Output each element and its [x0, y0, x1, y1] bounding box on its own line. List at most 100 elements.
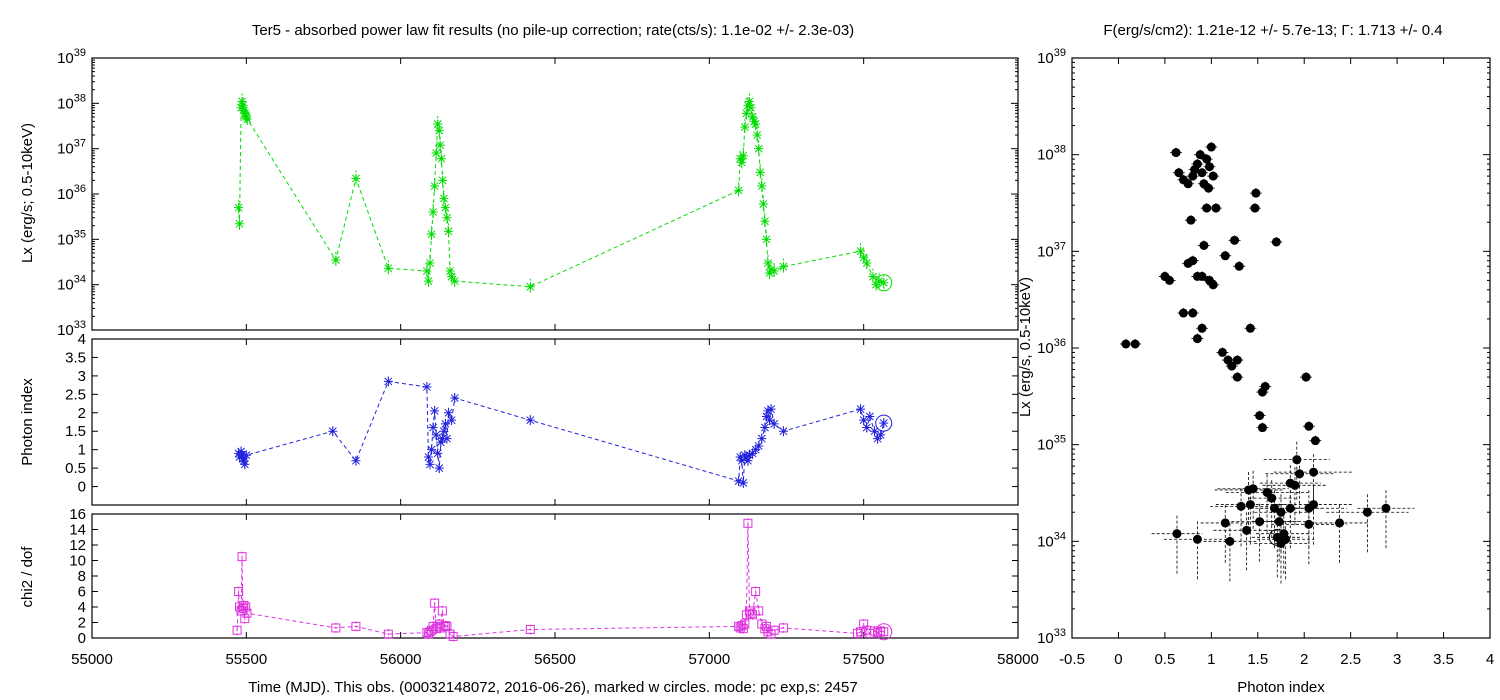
data-point [431, 430, 441, 440]
photon-index-panel-ylabel: Photon index [19, 378, 36, 466]
series-lines [236, 99, 885, 638]
x-tick-label: 2 [1300, 651, 1308, 668]
data-point [1217, 347, 1227, 357]
data-point [865, 411, 875, 421]
data-point [734, 476, 744, 486]
y-tick-label: 1033 [1037, 627, 1066, 647]
data-point [1242, 525, 1252, 535]
data-point [1301, 372, 1311, 382]
data-point [351, 621, 361, 631]
data-point [1255, 411, 1265, 421]
data-point [752, 130, 762, 140]
data-point [1192, 534, 1202, 544]
data-point [746, 103, 756, 113]
data-point [1304, 421, 1314, 431]
x-tick-label: 0 [1114, 651, 1122, 668]
data-point [1192, 334, 1202, 344]
data-point [754, 606, 764, 616]
y-tick-label: 1034 [57, 274, 86, 294]
data-point [232, 625, 242, 635]
data-point [740, 619, 750, 629]
axis-ticks: 55000 55500 56000 56500 57000 57500 5800010331… [57, 47, 1494, 668]
data-point [237, 96, 247, 106]
data-point [235, 219, 245, 229]
data-point [435, 140, 445, 150]
data-point [1206, 142, 1216, 152]
y-tick-label: 1038 [57, 92, 86, 112]
data-point [744, 96, 754, 106]
data-point [760, 216, 770, 226]
x-tick-label: 55500 [225, 651, 267, 668]
lx-panel-ylabel: Lx (erg/s; 0.5-10keV) [19, 123, 36, 263]
current-obs-marker [875, 623, 893, 641]
data-point [1202, 154, 1212, 164]
data-point [241, 110, 251, 120]
data-point [737, 456, 747, 466]
x-tick-label: 1 [1207, 651, 1215, 668]
data-point [1204, 183, 1214, 193]
data-point [1250, 203, 1260, 213]
data-point [856, 404, 866, 414]
y-tick-label: 2.5 [65, 386, 86, 403]
data-point [422, 382, 432, 392]
y-tick-label: 1034 [1037, 530, 1066, 550]
y-tick-label: 2 [78, 405, 86, 422]
data-point [1245, 323, 1255, 333]
data-point [430, 406, 440, 416]
y-tick-label: 14 [69, 522, 86, 539]
data-point [1272, 532, 1282, 542]
photon-index-panel-frame [91, 338, 1019, 506]
y-tick-label: 10 [69, 553, 86, 570]
y-tick-label: 0 [78, 479, 86, 496]
data-point [234, 587, 244, 596]
x-tick-label: 3.5 [1433, 651, 1454, 668]
data-point [859, 415, 869, 425]
data-point [1121, 339, 1131, 349]
data-point [444, 408, 454, 418]
data-point [425, 459, 435, 469]
data-point [862, 423, 872, 433]
data-point [430, 181, 440, 191]
data-point [760, 624, 770, 634]
data-point [1230, 235, 1240, 245]
data-point [1130, 339, 1140, 349]
current-obs-marker [875, 414, 893, 432]
data-point [757, 619, 767, 629]
data-point [1204, 162, 1214, 172]
x-tick-label: 2.5 [1340, 651, 1361, 668]
data-point [757, 434, 767, 444]
data-point [765, 268, 775, 278]
data-point [1285, 503, 1295, 513]
data-point [760, 423, 770, 433]
y-tick-label: 1039 [57, 47, 86, 67]
data-point [869, 626, 879, 636]
data-point [1234, 261, 1244, 271]
y-tick-label: 1038 [1037, 144, 1066, 164]
data-point [751, 119, 761, 129]
data-point [241, 112, 251, 122]
y-tick-label: 12 [69, 537, 86, 554]
data-point [744, 450, 754, 460]
data-point [239, 456, 249, 466]
x-tick-label: 1.5 [1247, 651, 1268, 668]
data-point [331, 255, 341, 265]
data-point [447, 415, 457, 425]
x-tick-label: 56000 [380, 651, 422, 668]
y-tick-label: 1039 [1037, 47, 1066, 67]
data-point [1335, 518, 1345, 528]
x-tick-label: 55000 [71, 651, 113, 668]
data-point [1236, 501, 1246, 511]
scatter-xlabel: Photon index [1237, 679, 1325, 696]
y-tick-label: 2 [78, 615, 86, 632]
y-tick-label: 1 [78, 442, 86, 459]
data-point [1220, 251, 1230, 261]
data-point [422, 266, 432, 276]
data-point [437, 434, 447, 444]
data-point [442, 434, 452, 444]
data-point [237, 552, 247, 562]
time-axis-label: Time (MJD). This obs. (00032148072, 2016… [248, 679, 857, 696]
data-point [738, 478, 748, 488]
data-point [1188, 256, 1198, 266]
data-point [425, 627, 435, 637]
data-point [1251, 188, 1261, 198]
